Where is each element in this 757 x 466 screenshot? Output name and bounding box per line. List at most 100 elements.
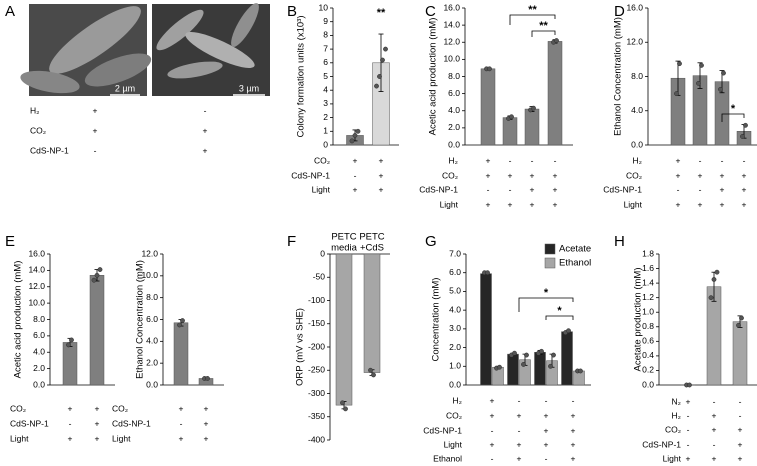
y-tick-label: -50	[313, 272, 326, 282]
condition-mark: -	[699, 184, 702, 194]
significance-label: *	[557, 305, 562, 317]
data-point	[509, 114, 514, 120]
y-tick-label: -200	[308, 341, 325, 351]
y-tick-label: 5	[323, 71, 328, 81]
condition-mark: +	[490, 395, 495, 405]
panel-letter: E	[5, 233, 15, 250]
y-tick-label: 0.0	[146, 379, 158, 389]
y-tick-label: 7.0	[449, 248, 461, 258]
data-point	[177, 322, 182, 328]
condition-mark: +	[93, 125, 98, 135]
data-point	[521, 362, 526, 367]
data-point	[383, 46, 388, 52]
condition-label: H₂	[449, 155, 458, 165]
y-tick-label: 0.8	[642, 321, 654, 331]
condition-label: Light	[624, 199, 643, 209]
y-tick-label: -150	[308, 318, 325, 328]
condition-mark: +	[720, 184, 725, 194]
y-axis-label: Concentration (mM)	[431, 278, 442, 362]
data-point	[352, 133, 358, 138]
data-point	[343, 406, 348, 412]
legend-label: Ethanol	[559, 258, 591, 269]
significance-bracket	[721, 113, 745, 122]
condition-label: CO₂	[446, 410, 462, 420]
data-point	[739, 315, 744, 321]
condition-mark: -	[572, 395, 575, 405]
y-tick-label: 0.2	[642, 365, 654, 375]
y-tick-label: -300	[308, 388, 325, 398]
y-tick-label: 2.0	[146, 357, 158, 367]
data-point	[736, 322, 741, 328]
y-tick-label: 0.6	[642, 336, 654, 346]
y-tick-label: 8.0	[631, 71, 643, 81]
condition-mark: +	[203, 125, 208, 135]
condition-mark: -	[687, 410, 690, 420]
x-tick-label: PETC	[331, 232, 356, 243]
condition-label: H₂	[672, 410, 681, 420]
y-tick-label: 0.0	[631, 139, 643, 149]
condition-mark: -	[687, 439, 690, 449]
y-tick-label: 0.0	[449, 379, 461, 389]
condition-mark: +	[486, 155, 491, 165]
condition-mark: -	[509, 155, 512, 165]
data-point	[708, 295, 714, 301]
legend-label: Acetate	[559, 244, 591, 255]
y-tick-label: 9	[323, 16, 328, 26]
condition-mark: -	[491, 453, 494, 463]
condition-mark: +	[486, 170, 491, 180]
condition-mark: -	[545, 453, 548, 463]
y-tick-label: 1.0	[642, 306, 654, 316]
y-axis-label: Colony formation units (x10³)	[296, 16, 307, 138]
y-tick-label: 1	[323, 126, 328, 136]
condition-mark: +	[379, 184, 384, 194]
y-tick-label: 2	[323, 112, 328, 122]
data-point	[66, 342, 71, 348]
y-tick-label: 14.0	[443, 19, 460, 29]
condition-mark: -	[739, 396, 742, 406]
condition-mark: +	[686, 396, 691, 406]
condition-mark: -	[180, 418, 183, 428]
condition-mark: +	[720, 170, 725, 180]
bar	[534, 352, 546, 386]
significance-label: **	[377, 7, 386, 19]
condition-label: CO₂	[665, 424, 681, 434]
condition-mark: +	[712, 453, 717, 463]
y-tick-label: 1.2	[642, 292, 654, 302]
y-tick-label: 12.0	[28, 281, 45, 291]
condition-label: Light	[663, 453, 682, 463]
data-point	[718, 86, 723, 92]
condition-mark: -	[687, 424, 690, 434]
condition-label: CO₂	[30, 125, 46, 135]
condition-mark: +	[571, 425, 576, 435]
y-tick-label: 1.8	[642, 248, 654, 258]
condition-mark: -	[739, 410, 742, 420]
data-point	[349, 138, 355, 144]
condition-mark: +	[553, 184, 558, 194]
y-tick-label: -100	[308, 295, 325, 305]
y-axis-label: ORP (mV vs SHE)	[295, 308, 306, 386]
y-tick-label: 3	[323, 98, 328, 108]
y-tick-label: 4.0	[448, 105, 460, 115]
data-point	[205, 376, 210, 381]
condition-mark: -	[699, 155, 702, 165]
bar	[480, 68, 496, 146]
condition-mark: +	[738, 453, 743, 463]
y-tick-label: 12.0	[141, 248, 158, 258]
condition-label: Light	[444, 439, 463, 449]
bar	[502, 117, 518, 146]
condition-mark: +	[676, 199, 681, 209]
y-tick-label: 16.0	[28, 248, 45, 258]
condition-mark: +	[544, 410, 549, 420]
condition-label: CO₂	[10, 403, 26, 413]
y-tick-label: 0.4	[642, 350, 654, 360]
y-tick-label: 12.0	[626, 37, 643, 47]
data-point	[711, 277, 717, 282]
condition-mark: +	[742, 170, 747, 180]
y-tick-label: -350	[308, 411, 325, 421]
y-tick-label: 0.0	[33, 379, 45, 389]
significance-bracket	[509, 14, 556, 25]
condition-mark: +	[490, 439, 495, 449]
sem-images: 2 µm 3 µm A	[5, 3, 270, 96]
condition-label: CdS-NP-1	[112, 418, 151, 428]
data-point	[714, 269, 720, 275]
